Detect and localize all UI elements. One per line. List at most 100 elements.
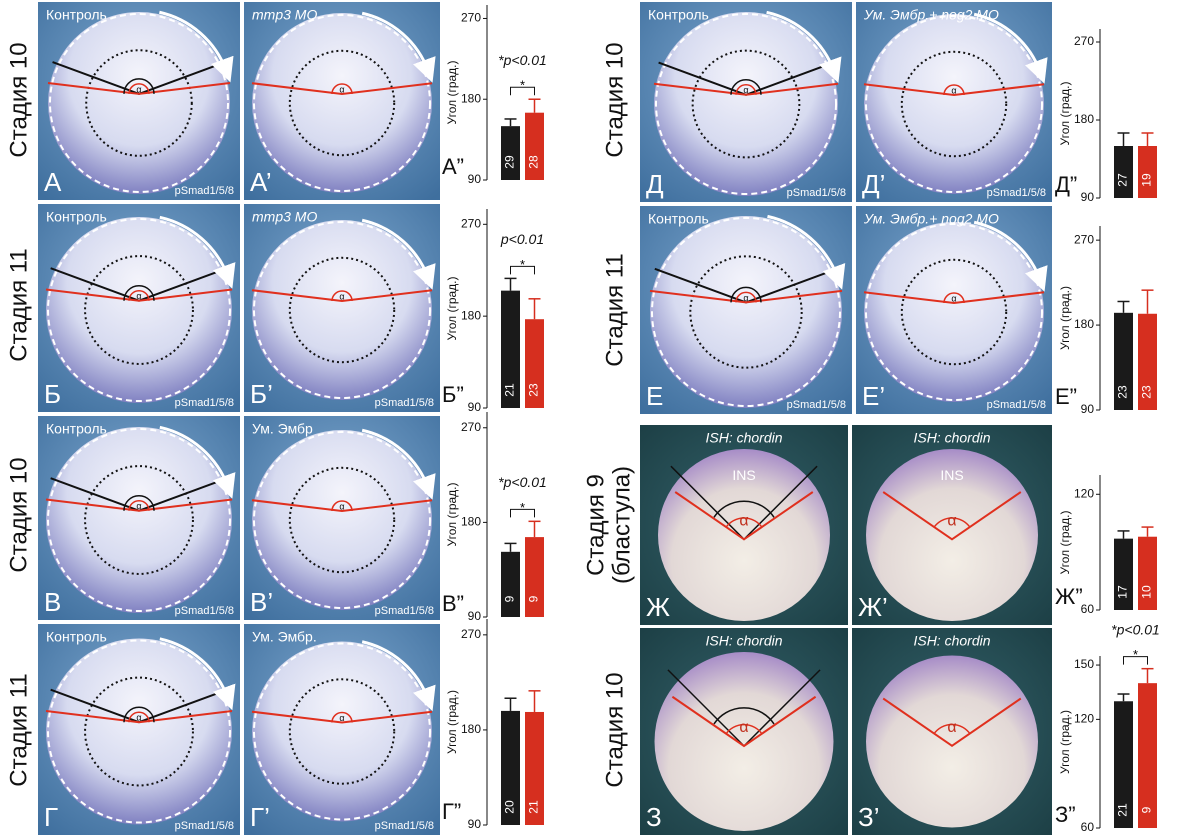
y-tick-label: 150 (1074, 657, 1094, 671)
bar-label: 9 (503, 595, 517, 602)
alpha: α (951, 293, 956, 303)
y-tick-label: 270 (1074, 34, 1094, 48)
embryo (864, 222, 1044, 402)
chart-letter: Е” (1055, 384, 1077, 409)
figure-canvas: α Контроль АpSmad1/5/8 α mmp3 MO А’ αКонтрольБ… (0, 0, 1203, 837)
figure: α Контроль АpSmad1/5/8 α mmp3 MO А’ αКонтрольБ… (0, 0, 1203, 837)
panel-letter: Е’ (862, 381, 885, 411)
alpha: α (339, 501, 344, 511)
y-tick-label: 270 (461, 216, 481, 230)
y-axis-label: Угол (град.) (445, 483, 459, 547)
y-tick-label: 60 (1081, 602, 1095, 616)
embryo (48, 12, 230, 194)
stain-label: pSmad1/5/8 (175, 605, 234, 617)
image-panel: αINSISH: chordinЖ’ (852, 425, 1052, 625)
significance-star: * (1133, 647, 1138, 662)
significance-star: * (520, 78, 525, 93)
panel-letter: А (44, 167, 62, 197)
y-axis-label: Угол (град.) (445, 61, 459, 125)
bar (1138, 146, 1157, 198)
stain-label: pSmad1/5/8 (375, 397, 434, 409)
stage-label: Стадия 11 (5, 248, 32, 361)
bar-label: 21 (1116, 803, 1130, 817)
alpha: α (743, 85, 748, 95)
stain-label: pSmad1/5/8 (375, 605, 434, 617)
stain-label: pSmad1/5/8 (787, 187, 846, 199)
alpha: α (947, 719, 956, 736)
image-panel: αКонтрольБpSmad1/5/8 (38, 204, 240, 412)
y-tick-label: 180 (461, 91, 481, 105)
stain-label: pSmad1/5/8 (375, 820, 434, 832)
y-axis-label: Угол (град.) (445, 277, 459, 341)
image-panel: αКонтрольВpSmad1/5/8 (38, 416, 240, 620)
panel-title: ISH: chordin (705, 430, 782, 446)
y-axis-label: Угол (град.) (1058, 82, 1072, 146)
panel-letter: В’ (250, 587, 273, 617)
panel-title: ISH: chordin (913, 633, 990, 649)
bar-label: 21 (503, 383, 517, 397)
p-value: *p<0.01 (498, 474, 547, 490)
embryo (654, 12, 838, 196)
panel-letter: В (44, 587, 61, 617)
panel-title: Ум. Эмбр.+ nog2 MO (863, 211, 999, 227)
chart-letter: З” (1055, 802, 1076, 827)
panel-letter: А’ (250, 167, 272, 197)
panel-letter: Ж’ (858, 592, 888, 622)
bar-label: 29 (503, 155, 517, 169)
bar-label: 28 (527, 155, 541, 169)
embryo (252, 220, 432, 400)
y-tick-label: 120 (1074, 486, 1094, 500)
y-tick-label: 180 (461, 722, 481, 736)
panel-title: Контроль (648, 7, 709, 23)
embryo (46, 427, 232, 613)
image-panel: αISH: chordinЗ’ (852, 628, 1052, 835)
stage-label: Стадия 10 (5, 457, 32, 572)
alpha: α (136, 501, 141, 511)
panel-title: mmp3 MO (252, 7, 317, 23)
embryo (252, 642, 432, 822)
bar-label: 21 (527, 800, 541, 814)
significance-star: * (520, 257, 525, 272)
stain-label: pSmad1/5/8 (175, 397, 234, 409)
image-panel: αУм. Эмбр.+ nog2 MOЕ’pSmad1/5/8 (856, 206, 1052, 414)
y-axis-label: Угол (град.) (1058, 286, 1072, 350)
bar-label: 9 (527, 595, 541, 602)
embryo (655, 652, 834, 831)
ins-label: INS (940, 467, 963, 483)
y-tick-label: 90 (1081, 190, 1095, 204)
panel-title: Контроль (46, 7, 107, 23)
y-axis-label: Угол (град.) (1058, 511, 1072, 575)
y-axis-label: Угол (град.) (1058, 710, 1072, 774)
embryo (46, 639, 232, 825)
y-tick-label: 120 (1074, 712, 1094, 726)
embryo (650, 216, 842, 408)
panel-title: ISH: chordin (913, 430, 990, 446)
stain-label: pSmad1/5/8 (787, 399, 846, 411)
bar-label: 23 (527, 383, 541, 397)
panel-letter: Ж (646, 592, 670, 622)
alpha: α (743, 293, 748, 303)
alpha: α (739, 513, 748, 530)
alpha: α (136, 291, 141, 301)
bar-label: 23 (1140, 385, 1154, 399)
image-panel: αКонтрольДpSmad1/5/8 (640, 2, 852, 202)
panel-title: mmp3 MO (252, 209, 317, 225)
stage-label: Стадия 10 (601, 42, 628, 157)
chart-letter: Ж” (1055, 584, 1083, 609)
stain-label: pSmad1/5/8 (987, 187, 1046, 199)
image-panel: αУм. Эмбр.+ nog2 MOД’pSmad1/5/8 (856, 2, 1052, 202)
embryo (46, 217, 232, 403)
panel-letter: Г (44, 802, 58, 832)
y-tick-label: 180 (461, 515, 481, 529)
bar-label: 10 (1140, 585, 1154, 599)
y-tick-label: 90 (468, 609, 482, 623)
alpha: α (136, 713, 141, 723)
alpha: α (951, 85, 956, 95)
panel-letter: Е (646, 381, 663, 411)
image-panel: αISH: chordinЗ (640, 628, 848, 835)
p-value: *p<0.01 (1111, 621, 1160, 637)
